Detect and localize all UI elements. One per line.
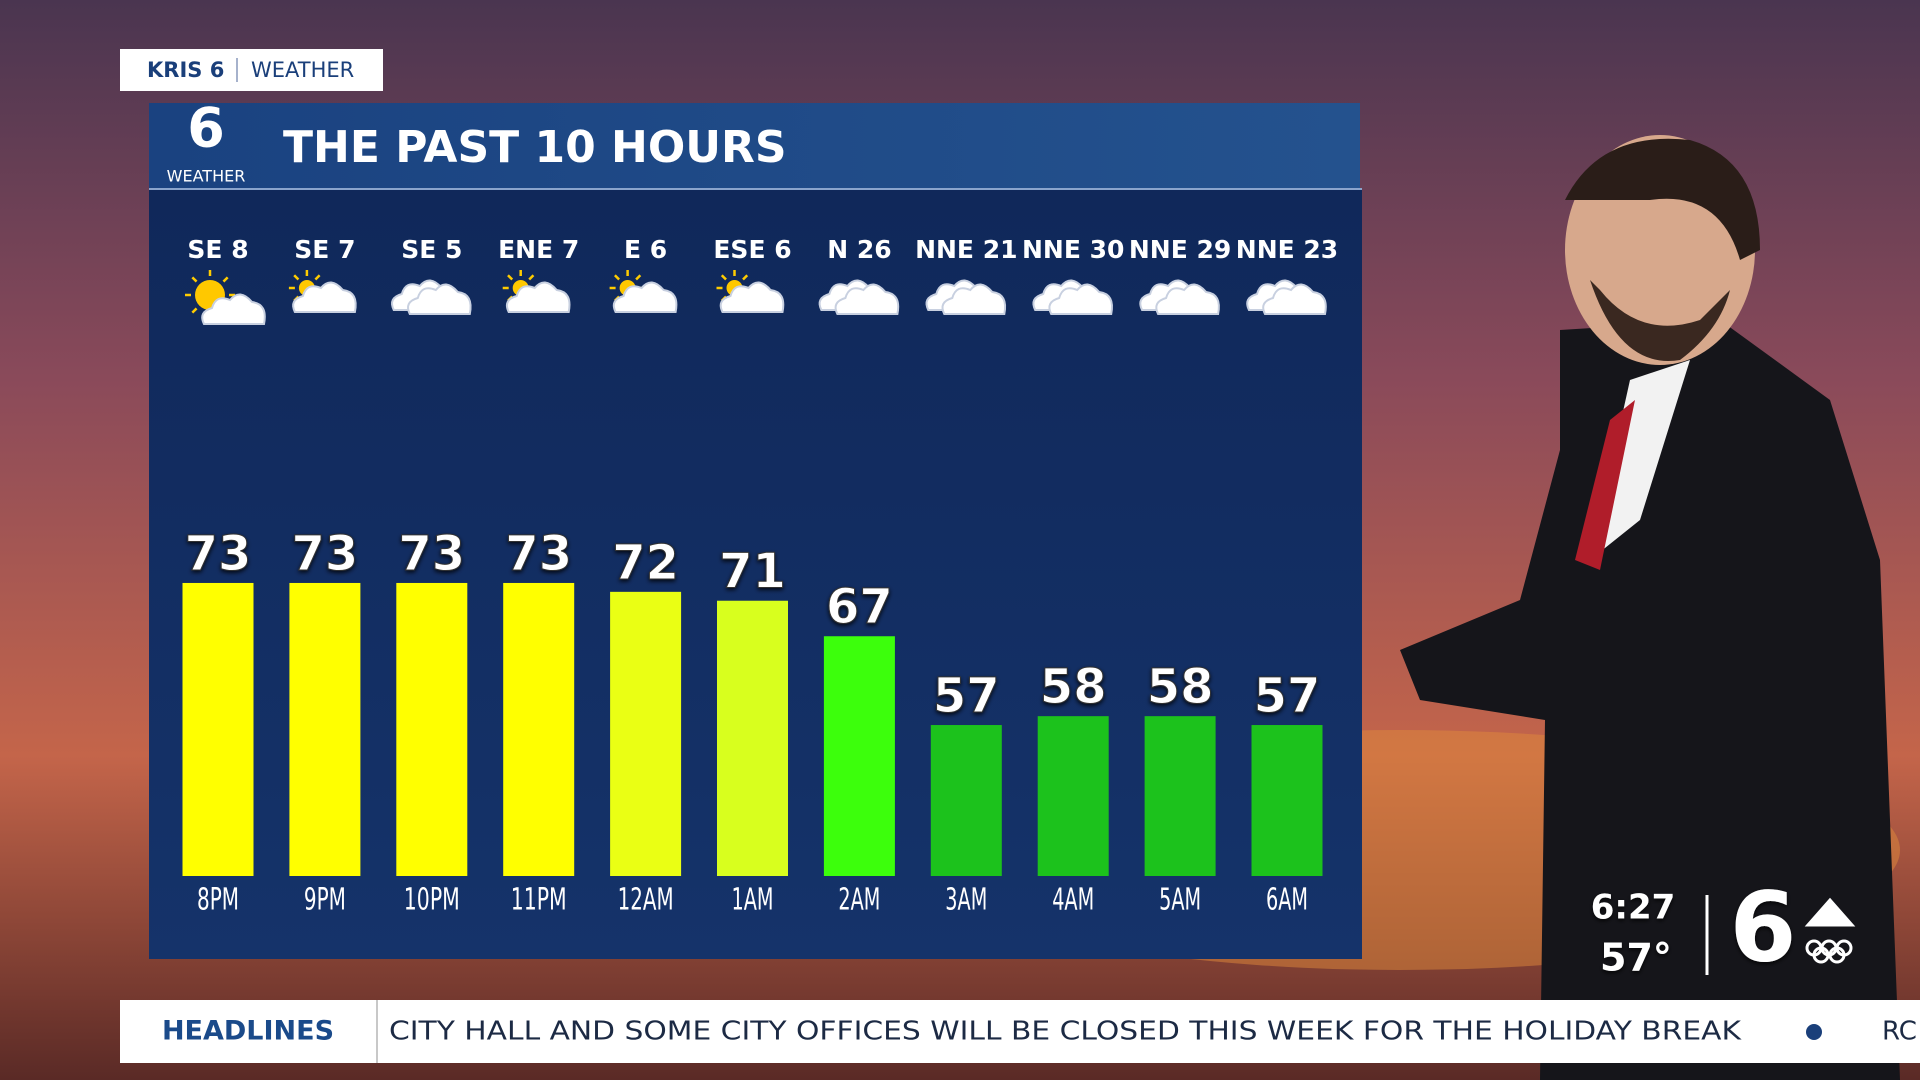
value-label: 73 (505, 526, 572, 582)
sun-ray (720, 274, 727, 281)
sun-ray (191, 307, 198, 314)
bar (930, 725, 1002, 876)
bar (1144, 716, 1216, 876)
weather-icon (925, 279, 1007, 315)
clock-time: 6:27 (1591, 888, 1676, 928)
sun-ray (742, 274, 749, 281)
cloud (1155, 283, 1220, 315)
bar (182, 582, 254, 876)
network-logo (1804, 897, 1856, 964)
tag-section: WEATHER (251, 58, 354, 82)
sun-ray (314, 274, 321, 281)
value-label: 58 (1040, 659, 1107, 715)
value-label: 67 (826, 579, 893, 635)
value-label: 73 (398, 526, 465, 582)
x-tick-label: 2AM (838, 883, 880, 918)
weather-icon (609, 270, 678, 313)
clock-temperature: 57° (1600, 936, 1672, 980)
bar (717, 600, 788, 876)
x-tick-label: 8PM (197, 883, 239, 918)
wind-label: NNE 30 (1022, 235, 1124, 264)
x-tick-label: 10PM (404, 883, 460, 918)
sun-ray (222, 276, 229, 283)
x-tick-label: 11PM (511, 883, 567, 918)
weather-icon (1032, 279, 1113, 315)
weather-icon (288, 270, 357, 313)
weather-icon (818, 279, 900, 315)
presenter (1400, 135, 1900, 1080)
chart-title: THE PAST 10 HOURS (283, 122, 787, 173)
tag-box (120, 49, 383, 91)
wind-label: NNE 23 (1236, 235, 1338, 264)
wind-label: ENE 7 (498, 235, 579, 264)
wind-label: N 26 (827, 235, 891, 264)
cloud (407, 283, 472, 315)
ticker-text: CITY HALL AND SOME CITY OFFICES WILL BE … (389, 1017, 1742, 1047)
value-label: 73 (185, 526, 252, 582)
wind-label: NNE 21 (915, 235, 1017, 264)
bar (610, 591, 682, 876)
wind-label: ESE 6 (713, 235, 791, 264)
sun-ray (293, 274, 300, 281)
value-label: 71 (719, 544, 786, 600)
chart-header (149, 103, 1360, 189)
x-tick-label: 4AM (1052, 883, 1094, 918)
wind-label: SE 8 (187, 235, 248, 264)
wind-label: SE 5 (401, 235, 462, 264)
bar (823, 636, 895, 876)
cloud (292, 281, 357, 313)
value-label: 72 (612, 535, 679, 591)
weather-icon (185, 270, 266, 325)
cloud (201, 293, 266, 325)
cloud (834, 283, 900, 315)
weather-icon (716, 270, 785, 313)
sun-ray (528, 274, 535, 281)
logo-label: WEATHER (167, 167, 246, 186)
value-label: 57 (933, 668, 1000, 724)
cloud (1262, 283, 1327, 315)
x-tick-label: 5AM (1159, 883, 1201, 918)
wind-label: E 6 (624, 235, 667, 264)
x-tick-label: 3AM (945, 883, 987, 918)
sun-ray (635, 274, 642, 281)
ticker-label: HEADLINES (162, 1016, 334, 1047)
wind-label: SE 7 (294, 235, 355, 264)
weather-icon (1139, 279, 1220, 315)
logo-number: 6 (187, 97, 225, 160)
bar (289, 582, 361, 876)
ticker-bullet (1806, 1024, 1822, 1040)
bar (1251, 725, 1323, 876)
wind-label: NNE 29 (1129, 235, 1231, 264)
station-logo: 6 (1730, 871, 1797, 983)
bar (396, 582, 468, 876)
x-tick-label: 9PM (304, 883, 346, 918)
weather-icon (391, 279, 472, 315)
sun-ray (613, 274, 620, 281)
bar (1037, 716, 1109, 876)
value-label: 58 (1147, 659, 1214, 715)
plot: 73 8PM SE 8 73 9PM SE 7 73 10PM SE 5 73 11PM ENE 7 7… (182, 235, 1338, 918)
ticker-next: RC (1882, 1017, 1917, 1047)
cloud (505, 281, 571, 313)
bar (503, 582, 575, 876)
cloud (719, 281, 785, 313)
tag-station: KRIS 6 (147, 58, 224, 82)
sun-ray (191, 276, 198, 283)
weather-icon (1246, 279, 1327, 315)
x-tick-label: 12AM (618, 883, 674, 918)
cloud (941, 283, 1007, 315)
cloud (1048, 283, 1113, 315)
x-tick-label: 6AM (1266, 883, 1308, 918)
cloud (612, 281, 678, 313)
weather-icon (502, 270, 571, 313)
sun-ray (507, 274, 514, 281)
value-label: 73 (292, 526, 359, 582)
value-label: 57 (1254, 668, 1321, 724)
ticker-bar (120, 1000, 1920, 1063)
x-tick-label: 1AM (732, 883, 774, 918)
